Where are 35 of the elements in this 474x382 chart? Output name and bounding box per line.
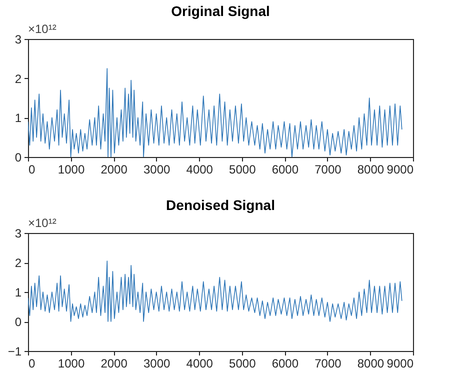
x-tick-label: 2000 — [100, 162, 128, 176]
x-tick-label: 7000 — [314, 356, 342, 370]
y-tick-label: 0 — [14, 315, 22, 329]
x-tick-label: 6000 — [272, 356, 299, 370]
y-tick-label: 3 — [14, 226, 22, 240]
x-tick-label: 9000 — [386, 356, 414, 370]
x-tick-label: 6000 — [272, 162, 299, 176]
x-tick-label: 5000 — [229, 162, 256, 176]
y-tick-label: 1 — [14, 111, 22, 126]
y-tick-label: 3 — [14, 32, 22, 46]
x-tick-label: 4000 — [186, 356, 214, 370]
x-tick-label: 9000 — [386, 162, 414, 176]
x-tick-label: 8000 — [357, 162, 384, 176]
x-tick-label: 5000 — [229, 356, 256, 370]
x-tick-label: 3000 — [143, 162, 171, 176]
y-tick-label: 2 — [14, 72, 22, 86]
x-tick-label: 7000 — [314, 162, 342, 176]
line-series — [28, 260, 402, 322]
chart-title: Original Signal — [171, 3, 270, 19]
x-tick-label: 1000 — [58, 356, 85, 370]
x-tick-label: 2000 — [100, 356, 128, 370]
x-tick-label: 0 — [28, 356, 36, 370]
y-tick-label: 1 — [14, 286, 22, 300]
x-tick-label: 0 — [28, 162, 36, 176]
y-tick-label: 0 — [14, 150, 22, 164]
x-tick-label: 1000 — [58, 162, 85, 176]
x-tick-label: 8000 — [357, 356, 384, 370]
text: ×10¹² — [28, 22, 56, 36]
line-series — [28, 68, 402, 157]
x-tick-label: 4000 — [186, 162, 214, 176]
x-tick-label: 3000 — [143, 356, 171, 370]
y-tick-label: 2 — [14, 256, 22, 270]
y-tick-label: −1 — [8, 344, 22, 358]
chart-title: Denoised Signal — [166, 197, 275, 213]
text: ×10¹² — [28, 216, 56, 230]
